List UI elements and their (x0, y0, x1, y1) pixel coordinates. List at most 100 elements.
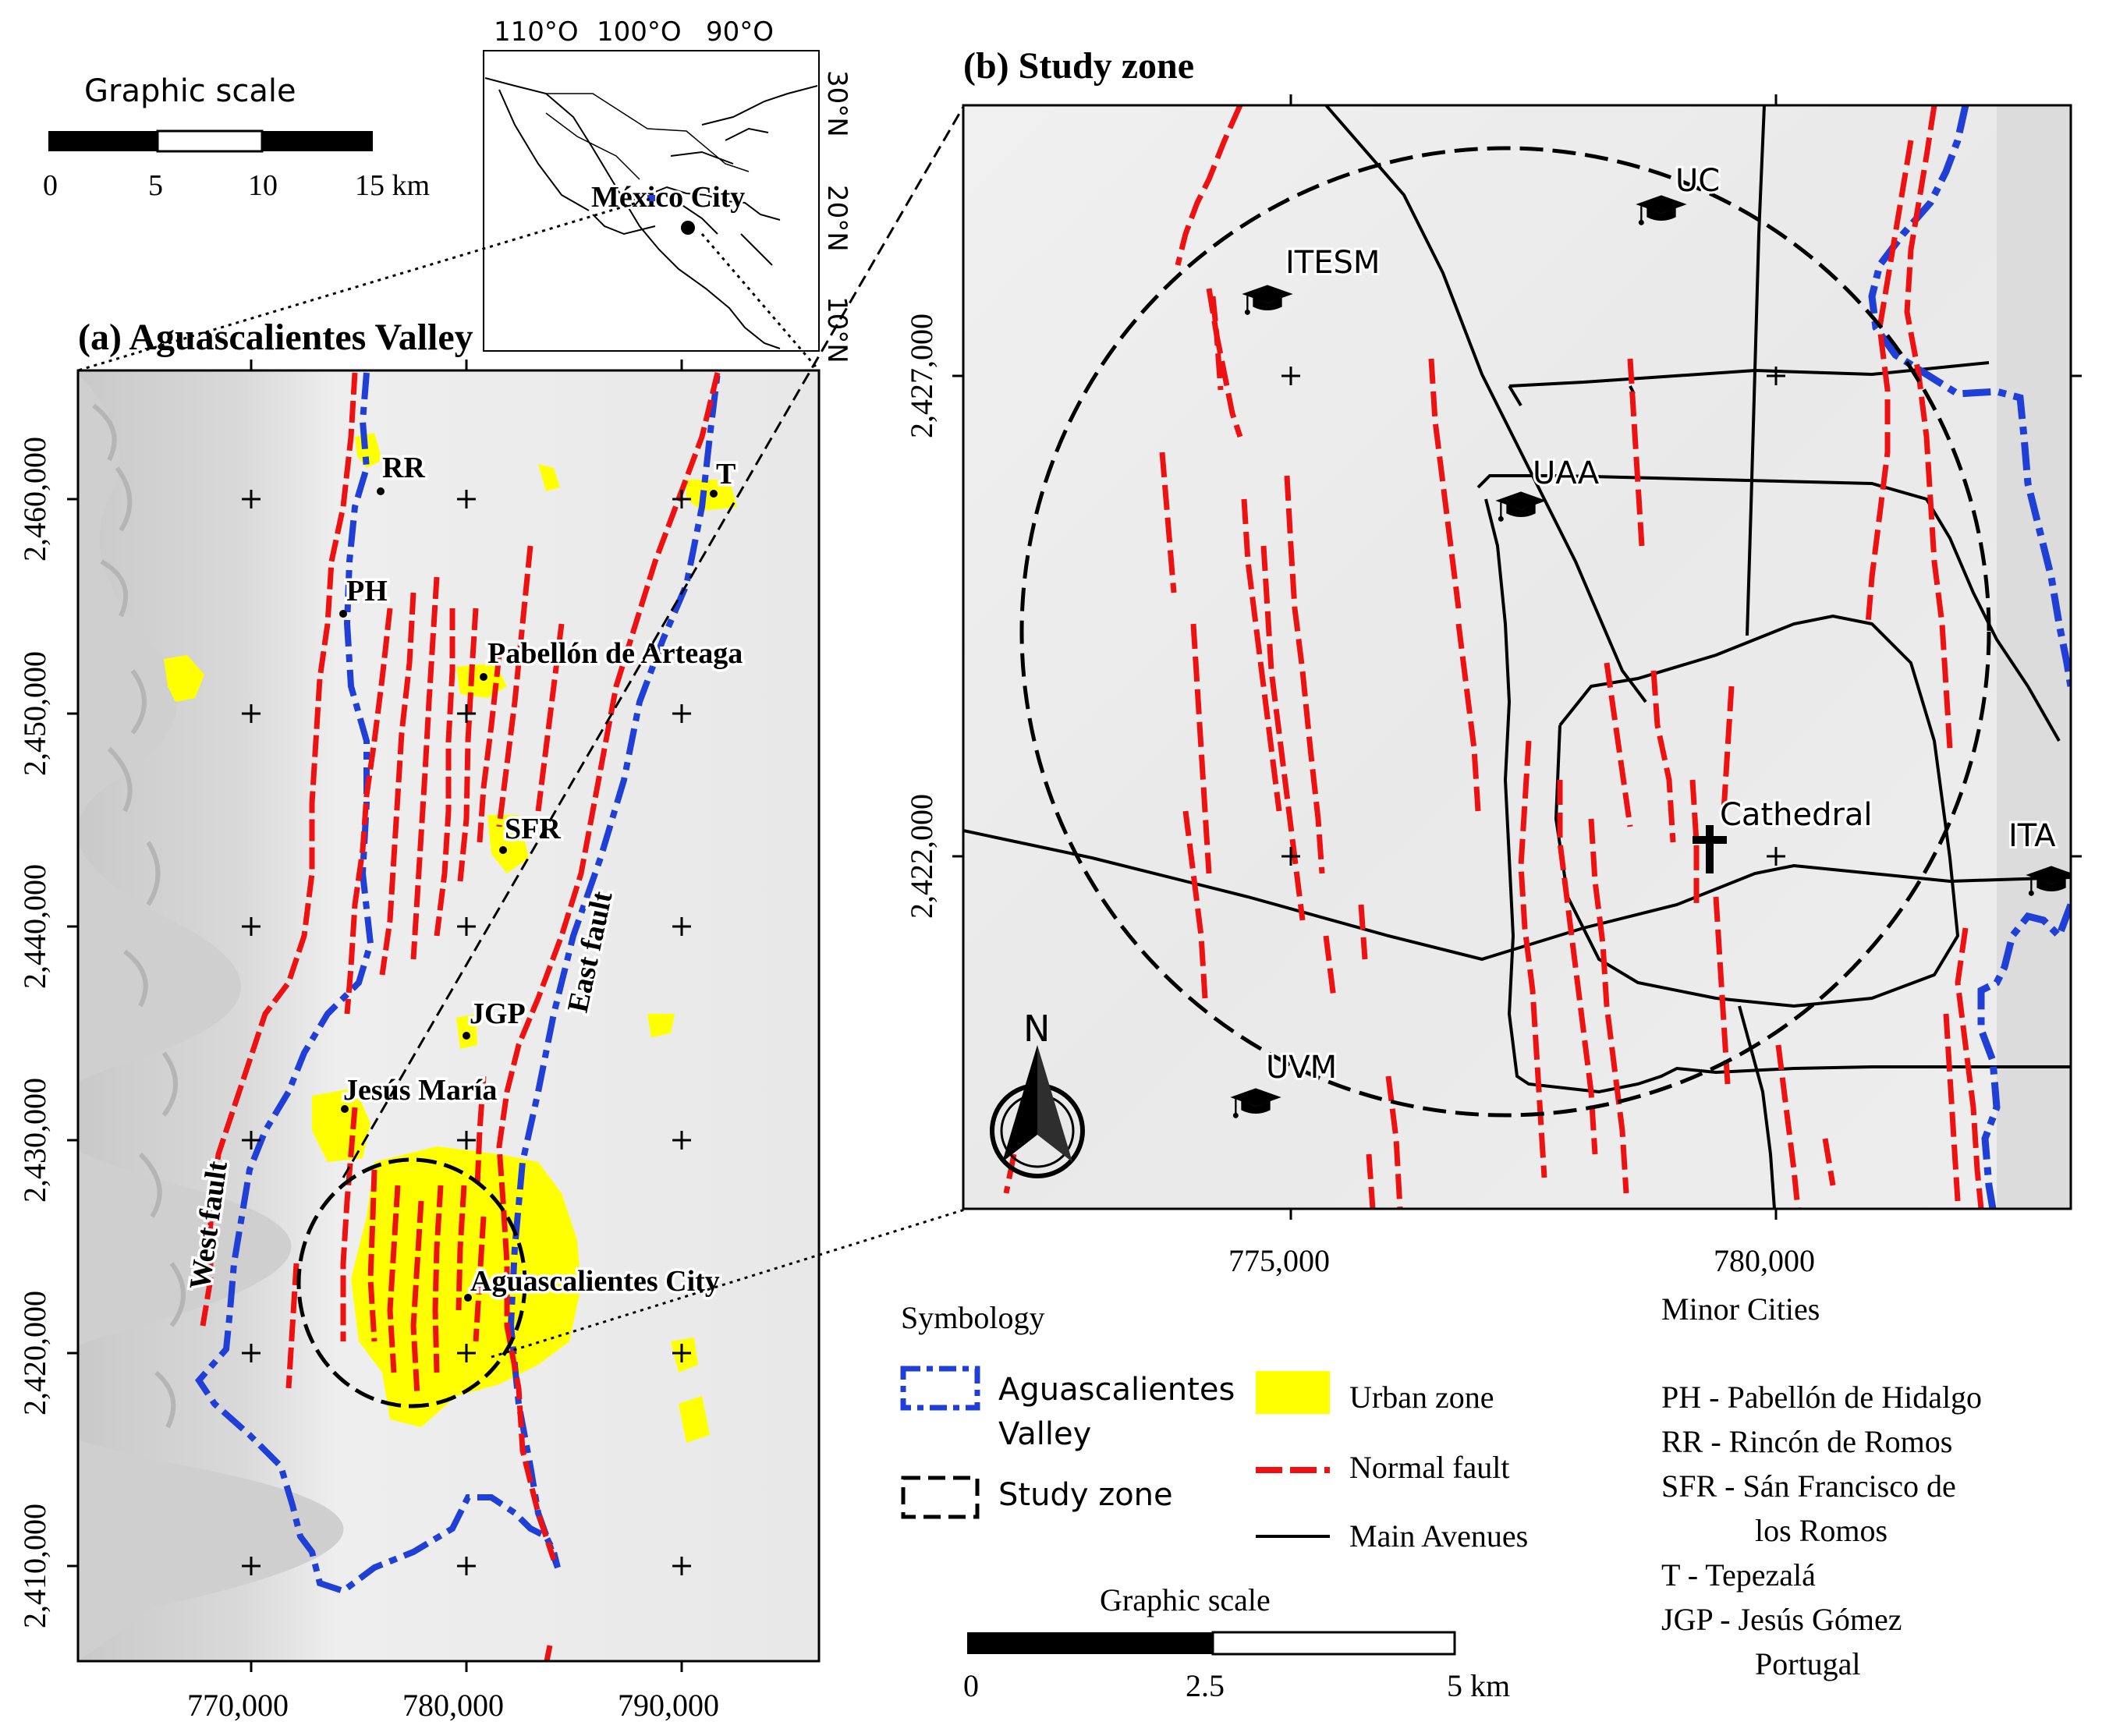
study-zone-circle (1019, 146, 1991, 1118)
legend-study-label: Study zone (998, 1477, 1173, 1513)
normal-fault (496, 545, 533, 827)
east-fault (496, 372, 721, 1561)
mexico-city-label: México City (591, 181, 745, 214)
minor-city-line: Portugal (1755, 1646, 1861, 1681)
terrain-ridges (92, 403, 186, 1429)
minor-city-line: SFR - Sán Francisco de (1661, 1469, 1956, 1504)
inset-lon-90: 90°O (706, 16, 774, 48)
panel-b-ytick-labels: 2,427,000 2,422,000 (904, 314, 939, 919)
urban-zone (679, 1396, 710, 1443)
legend-valley-label-line2: Valley (998, 1416, 1091, 1452)
minor-city-line: los Romos (1755, 1513, 1888, 1548)
panel-b-grid-crosses (1281, 367, 1785, 866)
normal-fault (340, 1107, 358, 1341)
inset-connector-right (700, 233, 821, 371)
avenue-ring-north (1508, 361, 1990, 388)
place-labels: UC ITESM UAA Cathedral ITA UVM (1264, 161, 2058, 1088)
normal-fault (344, 608, 393, 1015)
normal-fault (1650, 670, 1676, 843)
faults-panel-b (1003, 105, 1984, 1209)
valley-boundary-zoom (1868, 105, 2071, 1209)
mexico-city-dot (681, 221, 695, 235)
study-zone-outline (296, 1157, 527, 1408)
normal-fault (1604, 662, 1633, 827)
normal-fault (1241, 498, 1282, 812)
inset-lon-110: 110°O (494, 16, 579, 48)
panel-b-xtick-775000: 775,000 (1228, 1243, 1330, 1278)
inset-lat-30: 30°N (821, 70, 852, 137)
inset-lat-20: 20°N (821, 185, 852, 252)
normal-fault (1366, 1153, 1376, 1209)
place-label-itesm: ITESM (1285, 245, 1380, 281)
town-label-jesus-maria: Jesús María (343, 1074, 497, 1107)
legend-valley-swatch (900, 1366, 980, 1411)
panel-a-xtick-780000: 780,000 (402, 1688, 504, 1723)
urban-zone (487, 815, 529, 873)
town-label-rr: RR (382, 452, 425, 484)
urban-zone (164, 655, 204, 702)
panel-a-ytick-labels: 2,460,000 2,450,000 2,440,000 2,430,000 … (17, 437, 52, 1628)
graphic-scale-bottom: Graphic scale 0 2.5 5 km (963, 1582, 1510, 1703)
panel-b-ticks (952, 94, 2082, 1220)
place-label-uaa: UAA (1533, 455, 1600, 491)
west-fault (200, 372, 358, 1327)
cathedral-cross-icon (1693, 825, 1727, 873)
scale-seg-1 (48, 131, 158, 151)
symbology-legend: Symbology Aguascalientes Valley Study zo… (900, 1300, 1528, 1554)
scale-b-seg-1 (967, 1632, 1213, 1654)
normal-fault (1323, 935, 1337, 999)
north-label: N (1023, 1008, 1050, 1050)
minor-city-line: JGP - Jesús Gómez (1661, 1602, 1902, 1637)
graphic-scale-top-title: Graphic scale (84, 73, 296, 109)
place-label-cathedral: Cathedral (1720, 797, 1873, 833)
normal-fault (1190, 623, 1212, 874)
place-label-uc: UC (1675, 163, 1720, 199)
normal-fault (1904, 105, 1953, 749)
panel-b-title: (b) Study zone (963, 45, 1194, 87)
normal-fault (1428, 358, 1462, 609)
scale-top-label-15: 15 km (355, 169, 430, 202)
panel-a-ytick: 2,410,000 (17, 1504, 52, 1628)
inset-map: 110°O 100°O 90°O 30°N 20°N 10°N México C… (483, 16, 852, 363)
urban-zone (538, 464, 560, 491)
normal-fault (387, 1185, 401, 1373)
normal-fault (1721, 686, 1735, 812)
legend-avenues-label: Main Avenues (1349, 1518, 1528, 1554)
avenue-diagonal (1324, 105, 1647, 703)
valley-boundary (194, 372, 721, 1595)
inset-coastlines (484, 77, 818, 349)
study-connector-upper (342, 106, 965, 1178)
panel-a-ytick: 2,430,000 (17, 1078, 52, 1203)
legend-urban-swatch (1256, 1371, 1330, 1414)
panel-a-ytick: 2,420,000 (17, 1291, 52, 1415)
panel-a-ytick: 2,460,000 (17, 437, 52, 562)
minor-cities-legend: Minor Cities PH - Pabellón de Hidalgo RR… (1661, 1291, 1982, 1681)
normal-fault (1518, 740, 1547, 1178)
faults-panel-a (200, 372, 721, 1661)
inset-lon-100: 100°O (597, 16, 682, 48)
urban-zone-aguascalientes (351, 1146, 581, 1427)
legend-fault-label: Normal fault (1349, 1450, 1510, 1485)
scale-b-label-5: 5 km (1447, 1668, 1510, 1703)
normal-fault (535, 623, 565, 812)
scale-b-seg-2 (1211, 1631, 1456, 1656)
normal-fault (1775, 1044, 1801, 1209)
graphic-scale-top: Graphic scale 0 5 10 15 km (43, 73, 430, 202)
panel-b-map: UC ITESM UAA Cathedral ITA UVM N 775,000 (904, 94, 2082, 1278)
town-label-ph: PH (346, 575, 388, 608)
panel-a-xtick-790000: 790,000 (618, 1688, 719, 1723)
inset-study-marker (647, 195, 655, 201)
normal-fault (1358, 904, 1368, 960)
normal-fault (477, 654, 502, 843)
normal-fault (1588, 818, 1629, 1194)
avenue-east-west (963, 829, 2071, 962)
scale-seg-3 (262, 131, 373, 151)
scale-seg-2 (156, 129, 264, 153)
scale-top-label-0: 0 (43, 169, 58, 202)
urban-zone (456, 1014, 477, 1049)
normal-fault (1865, 140, 1914, 625)
north-arrow-icon: N (990, 1008, 1085, 1178)
town-dots (339, 487, 718, 1302)
inset-lat-10: 10°N (821, 296, 852, 363)
legend-valley-label-line1: Aguascalientes (998, 1372, 1235, 1408)
